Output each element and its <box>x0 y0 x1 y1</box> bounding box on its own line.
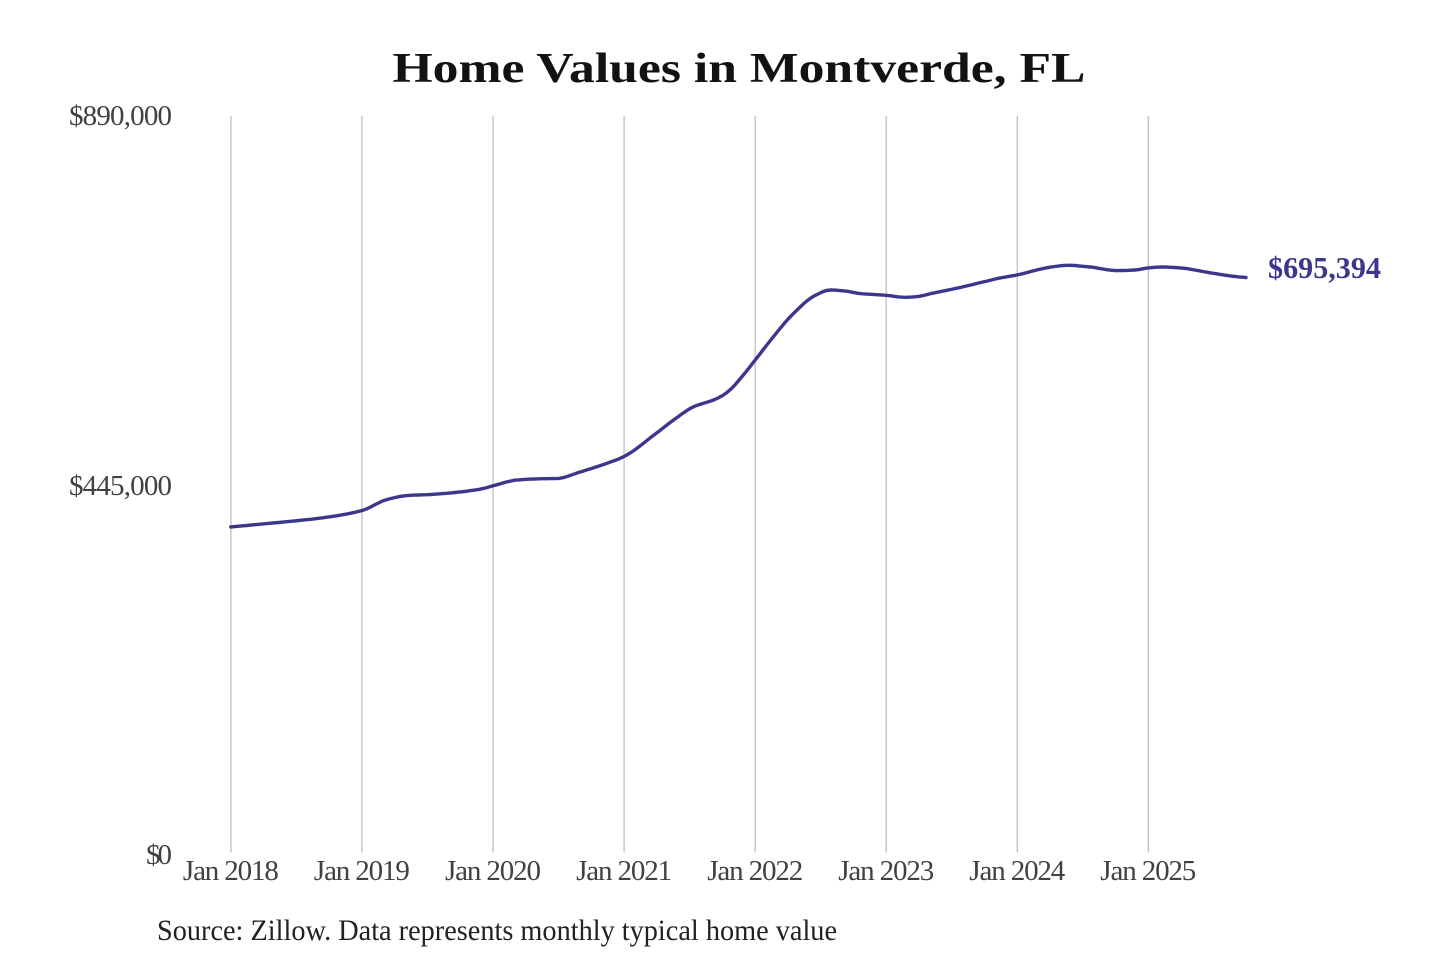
svg-text:Jan 2019: Jan 2019 <box>314 855 410 887</box>
svg-text:Jan 2020: Jan 2020 <box>445 855 541 887</box>
svg-text:Jan 2018: Jan 2018 <box>183 855 279 887</box>
svg-text:Jan 2021: Jan 2021 <box>576 855 672 887</box>
svg-text:$0: $0 <box>146 839 172 871</box>
svg-text:$890,000: $890,000 <box>69 100 172 132</box>
svg-text:Jan 2024: Jan 2024 <box>969 855 1066 887</box>
svg-text:Jan 2023: Jan 2023 <box>838 855 934 887</box>
svg-text:Jan 2022: Jan 2022 <box>707 855 803 887</box>
svg-text:$695,394: $695,394 <box>1268 250 1381 285</box>
svg-text:Source: Zillow. Data represent: Source: Zillow. Data represents monthly … <box>157 914 837 947</box>
svg-text:$445,000: $445,000 <box>69 470 172 502</box>
svg-text:Jan 2025: Jan 2025 <box>1100 855 1196 887</box>
svg-text:Home Values in Montverde, FL: Home Values in Montverde, FL <box>393 45 1086 92</box>
